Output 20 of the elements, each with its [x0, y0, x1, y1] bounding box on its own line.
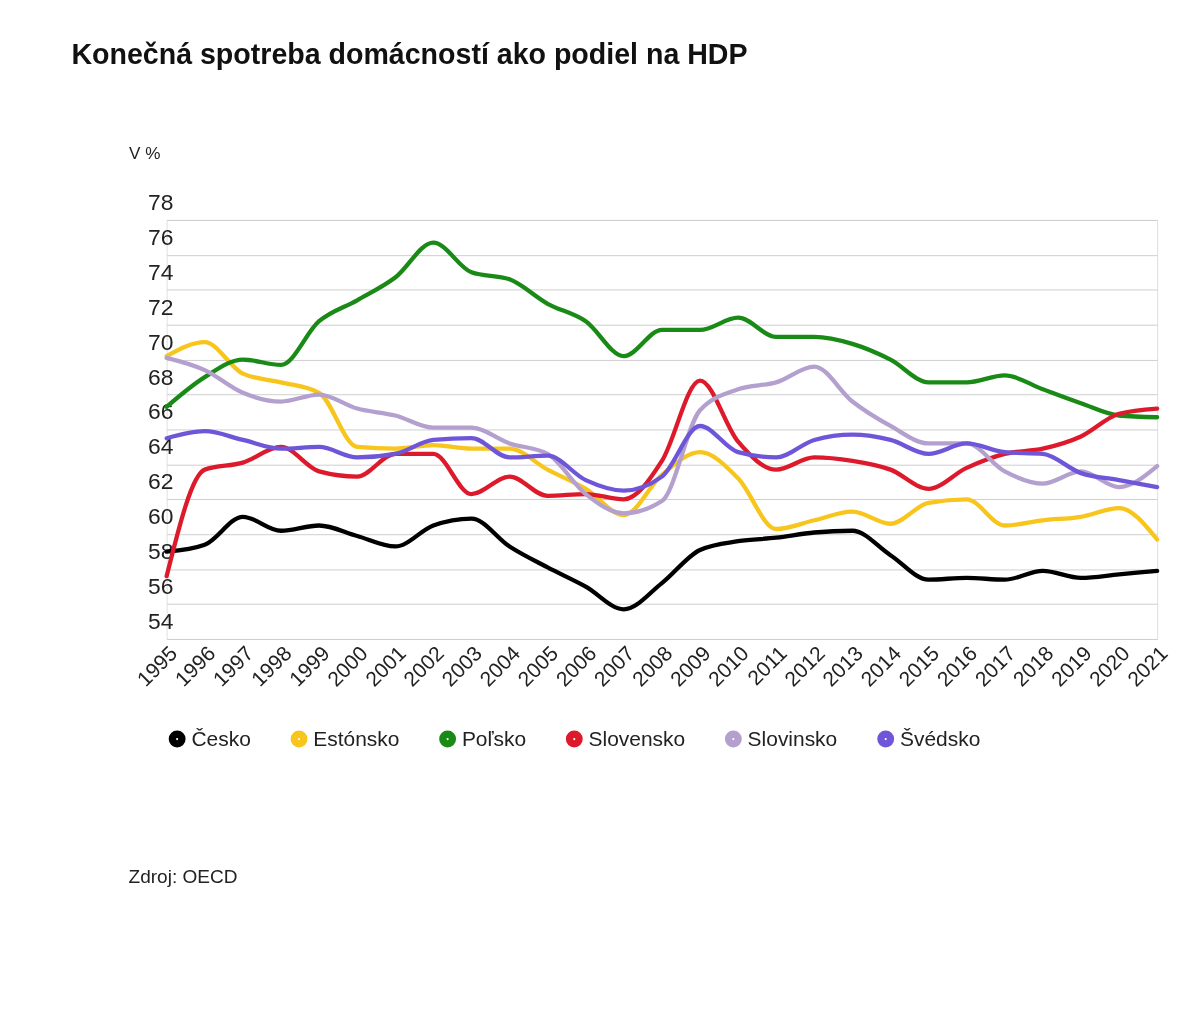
- legend-label: Slovinsko: [747, 726, 838, 750]
- y-tick-label: 56: [148, 573, 174, 600]
- y-tick-label: 78: [148, 188, 174, 215]
- y-tick-label: 70: [148, 328, 174, 355]
- y-tick-label: 60: [148, 503, 174, 530]
- legend-label: Česko: [191, 726, 251, 750]
- text: Zdroj: OECD: [128, 865, 238, 887]
- y-tick-label: 64: [148, 433, 174, 460]
- legend-label: Švédsko: [900, 726, 981, 750]
- y-tick-label: 74: [148, 258, 174, 285]
- y-tick-label: 54: [148, 608, 174, 634]
- y-tick-label: 68: [148, 363, 174, 390]
- chart-title: Konečná spotreba domácností ako podiel na HDP: [71, 37, 748, 70]
- y-tick-label: 72: [148, 293, 174, 320]
- y-axis-title: V %: [129, 143, 161, 164]
- legend-label: Estónsko: [313, 726, 400, 750]
- y-tick-label: 62: [148, 468, 174, 495]
- legend-label: Slovensko: [588, 726, 686, 750]
- legend-label: Poľsko: [461, 726, 527, 750]
- y-tick-label: 76: [148, 223, 174, 250]
